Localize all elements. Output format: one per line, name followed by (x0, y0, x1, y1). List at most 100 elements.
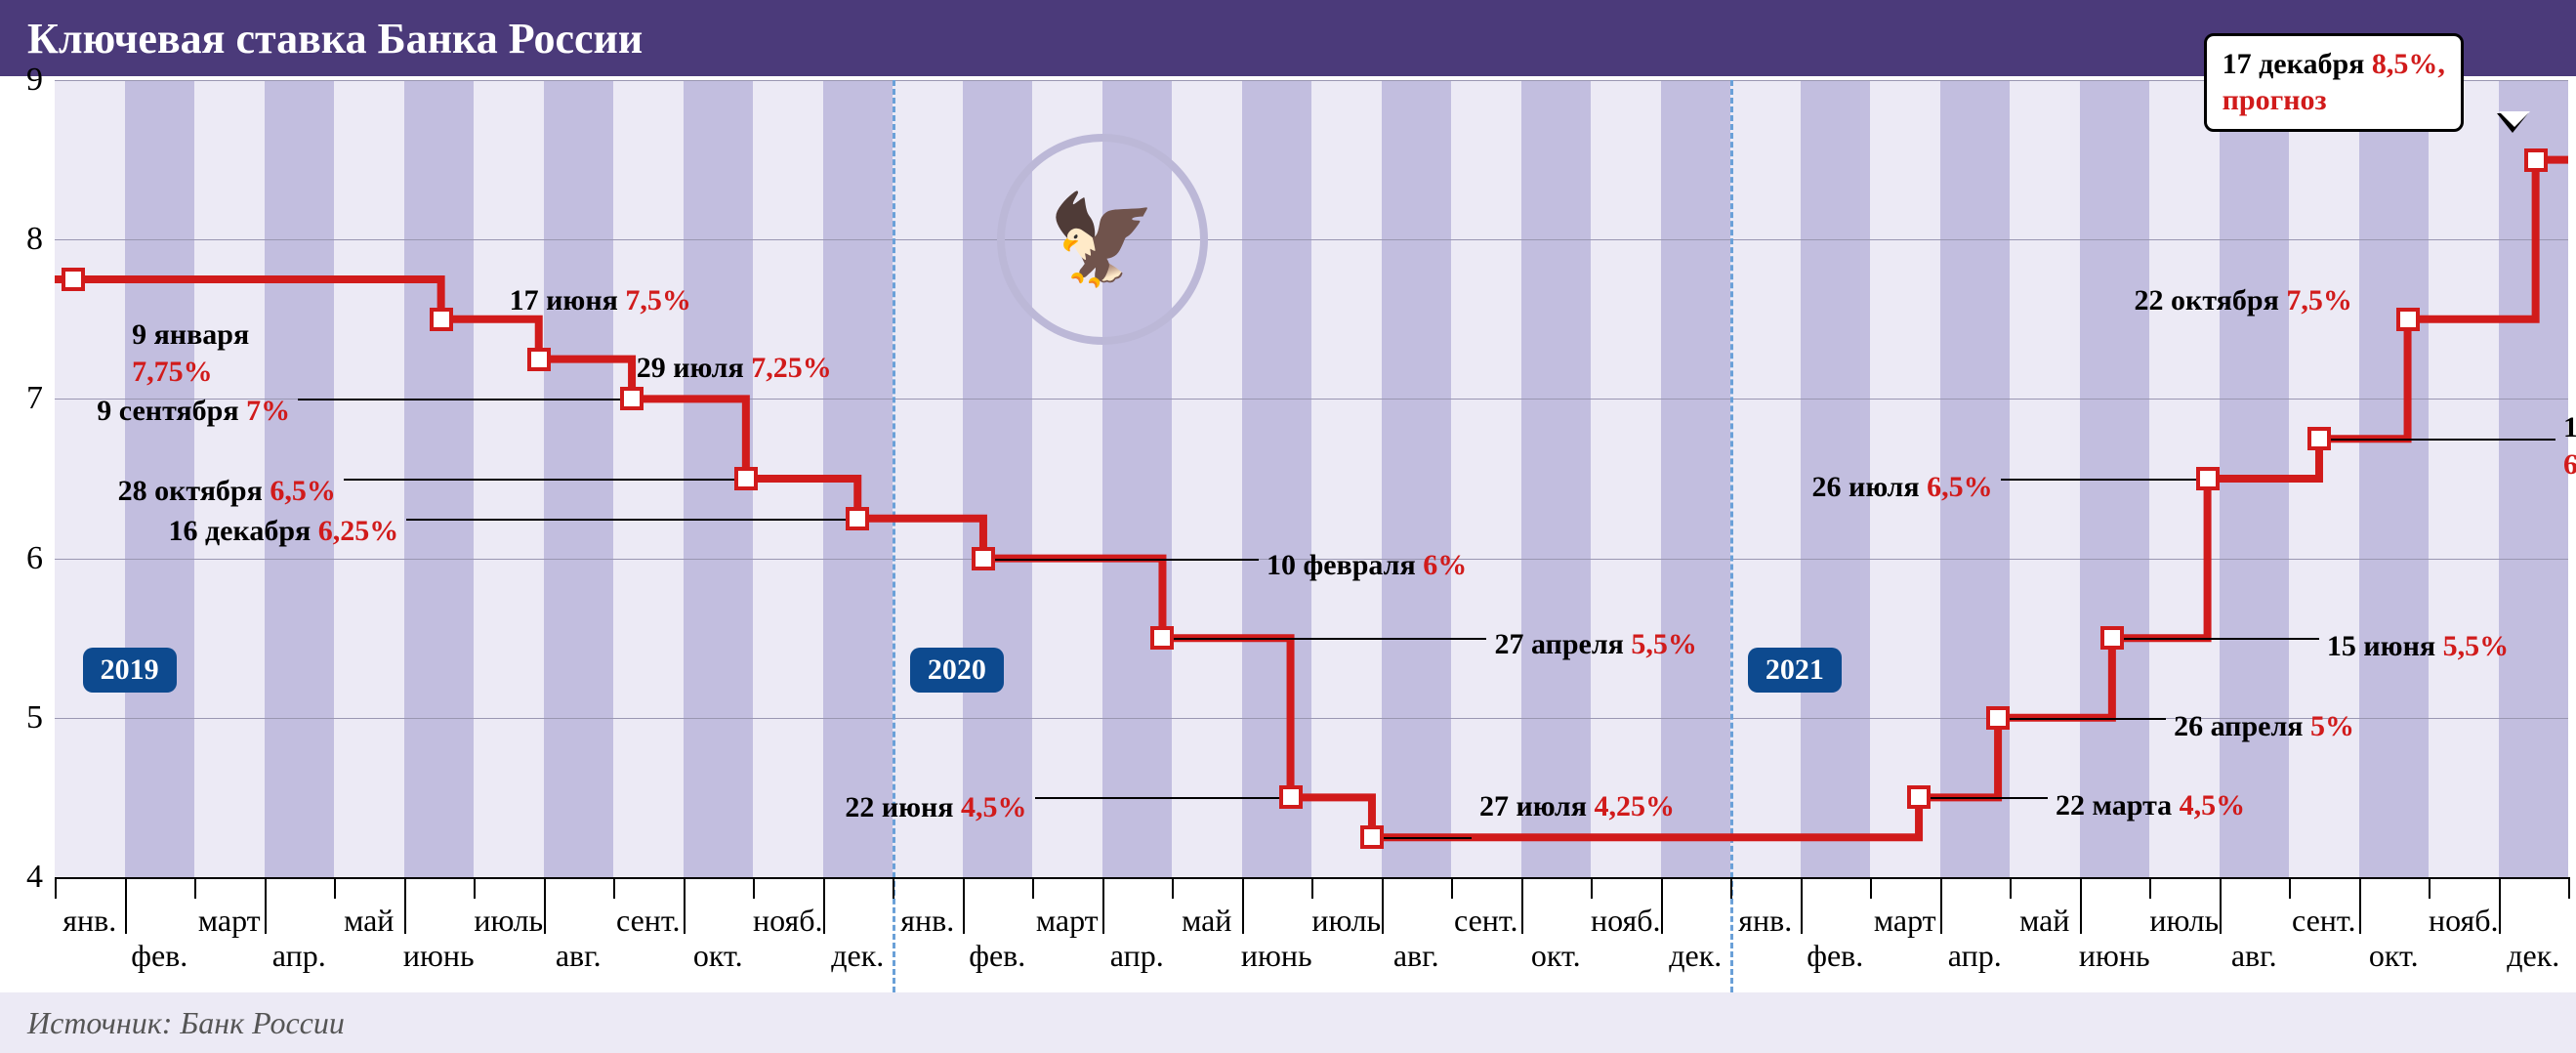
chart-root: Ключевая ставка Банка России 20192020202… (0, 0, 2576, 1053)
x-tick-label: июнь (403, 938, 475, 974)
rate-marker (1907, 785, 1931, 809)
x-tick-label: апр. (272, 938, 326, 974)
label-leader (1174, 638, 1486, 640)
rate-label: 15 июня 5,5% (2327, 628, 2509, 665)
x-tick (2359, 877, 2361, 934)
rate-label: 9 января7,75% (132, 316, 249, 390)
x-tick (1172, 877, 1174, 899)
x-tick (1451, 877, 1453, 899)
rate-label: 27 апреля 5,5% (1494, 626, 1696, 663)
label-leader (2001, 479, 2196, 481)
rate-marker (2100, 626, 2124, 650)
x-tick (1102, 877, 1104, 934)
x-tick-label: фев. (969, 938, 1025, 974)
x-tick (2149, 877, 2151, 899)
x-tick (55, 877, 57, 899)
x-tick (194, 877, 196, 899)
x-tick-label: апр. (1110, 938, 1164, 974)
x-tick (2499, 877, 2501, 934)
x-tick-label: май (344, 903, 394, 939)
x-tick-label: янв. (62, 903, 116, 939)
rate-label: 14 сентября6,75% (2563, 409, 2576, 483)
rate-label: 28 октября 6,5% (118, 473, 336, 510)
x-tick-label: март (1036, 903, 1099, 939)
x-tick-label: март (1874, 903, 1936, 939)
x-tick-label: нояб. (1591, 903, 1661, 939)
rate-marker (1150, 626, 1174, 650)
label-leader (2124, 638, 2319, 640)
x-tick-label: окт. (1531, 938, 1581, 974)
x-tick-label: март (198, 903, 261, 939)
x-tick (334, 877, 336, 899)
label-leader (1931, 797, 2048, 799)
rate-label: 17 июня 7,5% (510, 282, 691, 319)
x-tick (823, 877, 825, 934)
x-tick (1801, 877, 1803, 934)
x-tick (404, 877, 406, 934)
y-tick-label: 4 (4, 859, 43, 896)
x-tick (125, 877, 127, 934)
x-tick-label: май (2019, 903, 2069, 939)
label-leader (2331, 439, 2555, 441)
x-tick (1940, 877, 1942, 934)
x-tick-label: фев. (131, 938, 187, 974)
x-tick-label: июнь (1241, 938, 1312, 974)
x-tick (2289, 877, 2291, 899)
x-tick (474, 877, 476, 899)
rate-label: 22 октября 7,5% (2135, 282, 2352, 319)
chart-source: Источник: Банк России (0, 992, 2576, 1053)
label-leader (298, 399, 620, 400)
x-tick-label: апр. (1948, 938, 2002, 974)
label-leader (2010, 718, 2166, 720)
rate-marker (1986, 706, 2010, 730)
rate-label: 26 июля 6,5% (1812, 469, 1993, 506)
x-tick (753, 877, 755, 899)
rate-marker (2196, 467, 2220, 490)
x-tick (613, 877, 615, 899)
rate-label: 9 сентября 7% (97, 393, 290, 430)
x-tick-label: авг. (1393, 938, 1439, 974)
rate-label: 22 марта 4,5% (2056, 787, 2245, 824)
x-tick-label: нояб. (2429, 903, 2499, 939)
rate-label: 27 июля 4,25% (1479, 788, 1675, 825)
x-tick (2220, 877, 2222, 934)
rate-marker (846, 507, 869, 530)
rate-marker (2307, 427, 2331, 450)
rate-label: 26 апреля 5% (2174, 708, 2354, 745)
x-tick-label: сент. (1454, 903, 1518, 939)
x-tick (1591, 877, 1593, 899)
x-tick (2568, 877, 2570, 899)
rate-marker (527, 348, 551, 371)
x-tick-label: окт. (693, 938, 743, 974)
x-tick (2429, 877, 2431, 899)
label-leader (406, 519, 846, 521)
callout-tail-fill (2499, 111, 2530, 127)
x-tick (963, 877, 965, 934)
y-tick-label: 9 (4, 62, 43, 99)
y-tick-label: 6 (4, 540, 43, 577)
x-tick (2010, 877, 2012, 899)
x-tick-label: авг. (556, 938, 602, 974)
x-tick-label: дек. (2507, 938, 2559, 974)
rate-marker (430, 308, 453, 331)
rate-marker (620, 387, 644, 410)
rate-marker (1360, 825, 1384, 849)
x-tick (544, 877, 546, 934)
rate-label: 10 февраля 6% (1267, 547, 1467, 584)
x-tick (1242, 877, 1244, 934)
x-tick (684, 877, 686, 934)
rate-marker (1279, 785, 1303, 809)
label-leader (995, 559, 1259, 561)
x-tick-label: нояб. (753, 903, 823, 939)
y-tick-label: 7 (4, 380, 43, 417)
x-tick-label: июль (2149, 903, 2219, 939)
x-tick (1521, 877, 1523, 934)
x-tick (893, 877, 894, 899)
x-tick-label: дек. (831, 938, 884, 974)
y-tick-label: 5 (4, 699, 43, 737)
rate-label: 29 июля 7,25% (637, 350, 832, 387)
source-label: Источник: Банк России (27, 1005, 345, 1041)
x-tick (1311, 877, 1313, 899)
x-tick-label: янв. (1738, 903, 1792, 939)
x-tick (1382, 877, 1384, 934)
